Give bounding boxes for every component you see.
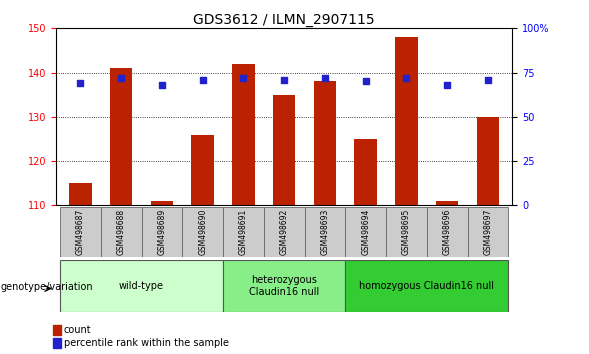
FancyBboxPatch shape (345, 260, 508, 312)
FancyBboxPatch shape (386, 207, 427, 257)
FancyBboxPatch shape (223, 207, 264, 257)
FancyBboxPatch shape (305, 207, 345, 257)
Text: GSM498693: GSM498693 (320, 209, 329, 255)
Bar (355, 139, 377, 205)
Text: GSM498696: GSM498696 (443, 209, 452, 255)
Bar (436, 201, 458, 205)
Text: GSM498689: GSM498689 (157, 209, 167, 255)
Text: genotype/variation: genotype/variation (1, 282, 93, 292)
Text: GSM498688: GSM498688 (117, 209, 125, 255)
FancyBboxPatch shape (427, 207, 468, 257)
FancyBboxPatch shape (60, 207, 101, 257)
Text: GSM498687: GSM498687 (76, 209, 85, 255)
FancyBboxPatch shape (264, 207, 305, 257)
Text: wild-type: wild-type (119, 281, 164, 291)
Bar (151, 201, 173, 205)
Bar (395, 37, 418, 205)
Bar (314, 81, 336, 205)
Bar (273, 95, 296, 205)
Bar (232, 64, 254, 205)
FancyBboxPatch shape (183, 207, 223, 257)
Point (157, 82, 167, 88)
Text: heterozygous
Claudin16 null: heterozygous Claudin16 null (249, 275, 319, 297)
FancyBboxPatch shape (60, 260, 223, 312)
Text: percentile rank within the sample: percentile rank within the sample (64, 338, 229, 348)
Text: GSM498692: GSM498692 (280, 209, 289, 255)
Point (402, 75, 411, 81)
Bar (53, 325, 61, 335)
Bar (191, 135, 214, 205)
Text: count: count (64, 325, 91, 335)
FancyBboxPatch shape (468, 207, 508, 257)
Bar (110, 68, 133, 205)
Text: homozygous Claudin16 null: homozygous Claudin16 null (359, 281, 494, 291)
Text: GSM498690: GSM498690 (198, 209, 207, 255)
Text: GSM498697: GSM498697 (484, 209, 492, 255)
Text: GSM498695: GSM498695 (402, 209, 411, 255)
Point (239, 75, 248, 81)
Point (361, 79, 370, 84)
Bar (53, 338, 61, 348)
Point (320, 75, 330, 81)
Bar (477, 117, 499, 205)
Point (117, 75, 126, 81)
Bar (69, 183, 92, 205)
FancyBboxPatch shape (345, 207, 386, 257)
FancyBboxPatch shape (223, 260, 345, 312)
Point (76, 80, 85, 86)
Point (279, 77, 289, 82)
Point (483, 77, 492, 82)
Point (442, 82, 452, 88)
Title: GDS3612 / ILMN_2907115: GDS3612 / ILMN_2907115 (193, 13, 375, 27)
FancyBboxPatch shape (101, 207, 141, 257)
Text: GSM498691: GSM498691 (239, 209, 248, 255)
Text: GSM498694: GSM498694 (361, 209, 370, 255)
Point (198, 77, 207, 82)
FancyBboxPatch shape (141, 207, 183, 257)
